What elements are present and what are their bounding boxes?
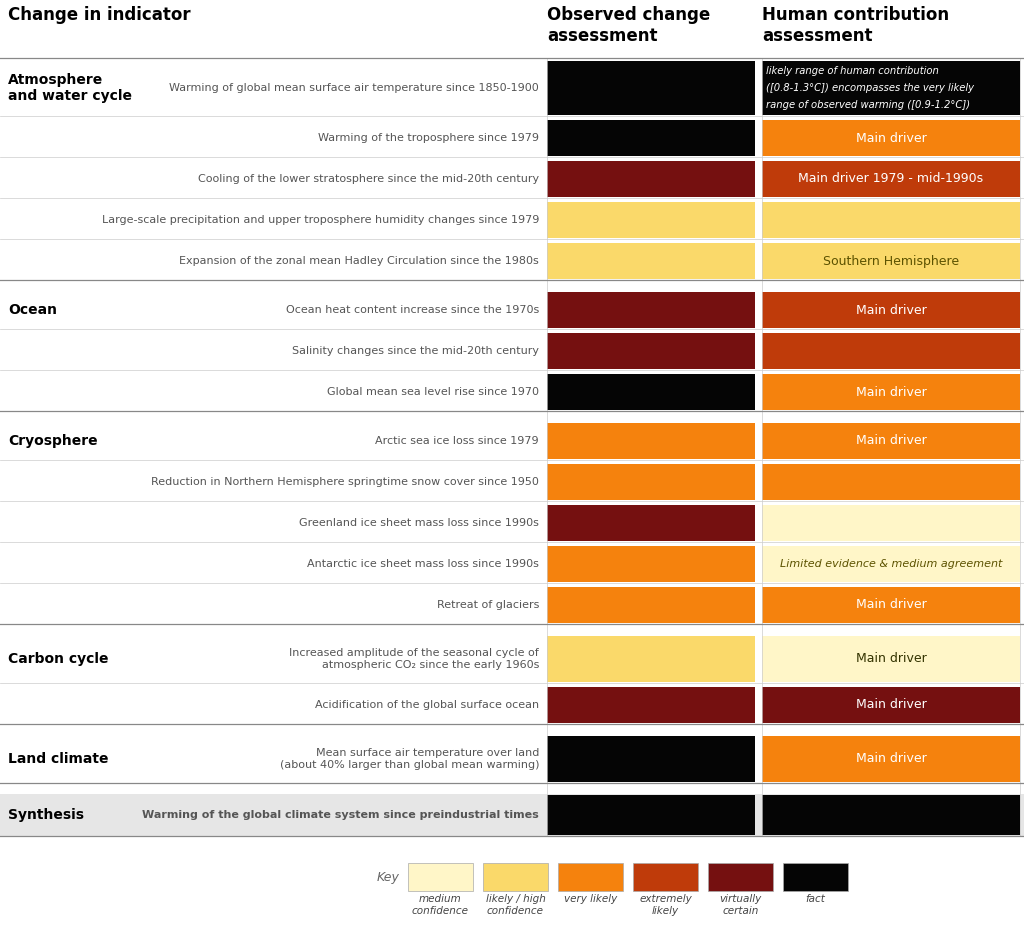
Bar <box>762 423 1020 459</box>
Text: Ocean: Ocean <box>8 303 57 317</box>
Bar <box>762 120 1020 156</box>
Bar <box>483 863 548 891</box>
Text: Synthesis: Synthesis <box>8 808 84 822</box>
Text: extremely
likely: extremely likely <box>639 894 692 915</box>
Bar <box>547 687 755 723</box>
Text: Main driver: Main driver <box>856 131 927 144</box>
Text: Antarctic ice sheet mass loss since 1990s: Antarctic ice sheet mass loss since 1990… <box>307 559 539 569</box>
Bar <box>547 795 755 835</box>
Bar <box>547 636 755 682</box>
Bar <box>762 61 1020 115</box>
Bar <box>0 794 1024 836</box>
Text: Acidification of the global surface ocean: Acidification of the global surface ocea… <box>314 700 539 710</box>
Bar <box>547 587 755 623</box>
Text: Main driver: Main driver <box>856 752 927 765</box>
Text: Cooling of the lower stratosphere since the mid-20th century: Cooling of the lower stratosphere since … <box>198 174 539 184</box>
Bar <box>762 333 1020 369</box>
Text: Cryosphere: Cryosphere <box>8 434 97 448</box>
Text: Atmosphere
and water cycle: Atmosphere and water cycle <box>8 73 132 103</box>
Bar <box>708 863 773 891</box>
Bar <box>547 333 755 369</box>
Text: likely / high
confidence: likely / high confidence <box>485 894 546 915</box>
Text: Arctic sea ice loss since 1979: Arctic sea ice loss since 1979 <box>376 436 539 446</box>
Bar <box>633 863 698 891</box>
Bar <box>762 161 1020 197</box>
Text: Limited evidence & medium agreement: Limited evidence & medium agreement <box>780 559 1002 569</box>
Bar <box>547 423 755 459</box>
Text: Main driver: Main driver <box>856 435 927 448</box>
Text: Main driver: Main driver <box>856 599 927 612</box>
Bar <box>547 546 755 582</box>
Bar <box>408 863 473 891</box>
Text: Key: Key <box>377 870 400 884</box>
Bar <box>762 795 1020 835</box>
Bar <box>783 863 848 891</box>
Bar <box>762 505 1020 541</box>
Bar <box>762 202 1020 238</box>
Text: Increased amplitude of the seasonal cycle of
atmospheric CO₂ since the early 196: Increased amplitude of the seasonal cycl… <box>289 648 539 669</box>
Text: Human contribution
assessment: Human contribution assessment <box>762 6 949 45</box>
Bar <box>762 292 1020 328</box>
Text: Change in indicator: Change in indicator <box>8 6 190 24</box>
Bar <box>547 243 755 279</box>
Text: Carbon cycle: Carbon cycle <box>8 652 109 666</box>
Text: Main driver: Main driver <box>856 385 927 398</box>
Text: Southern Hemisphere: Southern Hemisphere <box>823 254 959 267</box>
Text: Main driver: Main driver <box>856 698 927 711</box>
Bar <box>547 736 755 782</box>
Bar <box>547 202 755 238</box>
Text: Warming of the global climate system since preindustrial times: Warming of the global climate system sin… <box>142 810 539 820</box>
Text: very likely: very likely <box>564 894 617 904</box>
Text: Warming of the troposphere since 1979: Warming of the troposphere since 1979 <box>318 133 539 143</box>
Text: Observed change
assessment: Observed change assessment <box>547 6 711 45</box>
Bar <box>762 587 1020 623</box>
Bar <box>762 736 1020 782</box>
Text: Warming of global mean surface air temperature since 1850-1900: Warming of global mean surface air tempe… <box>169 83 539 93</box>
Text: Large-scale precipitation and upper troposphere humidity changes since 1979: Large-scale precipitation and upper trop… <box>101 215 539 225</box>
Bar <box>547 120 755 156</box>
Text: Mean surface air temperature over land
(about 40% larger than global mean warmin: Mean surface air temperature over land (… <box>280 749 539 770</box>
Bar <box>762 687 1020 723</box>
Text: Main driver: Main driver <box>856 304 927 317</box>
Text: Salinity changes since the mid-20th century: Salinity changes since the mid-20th cent… <box>292 346 539 356</box>
Bar <box>762 636 1020 682</box>
Bar <box>558 863 623 891</box>
Text: Ocean heat content increase since the 1970s: Ocean heat content increase since the 19… <box>286 305 539 315</box>
Text: ([0.8-1.3°C]) encompasses the very likely: ([0.8-1.3°C]) encompasses the very likel… <box>766 83 974 93</box>
Text: virtually
certain: virtually certain <box>720 894 762 915</box>
Bar <box>547 374 755 410</box>
Text: medium
confidence: medium confidence <box>412 894 469 915</box>
Text: Main driver: Main driver <box>856 653 927 666</box>
Text: likely range of human contribution: likely range of human contribution <box>766 66 939 76</box>
Bar <box>547 161 755 197</box>
Bar <box>762 243 1020 279</box>
Text: Main driver 1979 - mid-1990s: Main driver 1979 - mid-1990s <box>799 172 984 185</box>
Bar <box>547 292 755 328</box>
Text: Global mean sea level rise since 1970: Global mean sea level rise since 1970 <box>327 387 539 397</box>
Bar <box>547 505 755 541</box>
Text: Land climate: Land climate <box>8 752 109 766</box>
Bar <box>762 546 1020 582</box>
Text: Greenland ice sheet mass loss since 1990s: Greenland ice sheet mass loss since 1990… <box>299 518 539 528</box>
Text: range of observed warming ([0.9-1.2°C]): range of observed warming ([0.9-1.2°C]) <box>766 100 970 110</box>
Bar <box>547 61 755 115</box>
Bar <box>547 464 755 500</box>
Bar <box>762 464 1020 500</box>
Text: Retreat of glaciers: Retreat of glaciers <box>436 600 539 610</box>
Text: Expansion of the zonal mean Hadley Circulation since the 1980s: Expansion of the zonal mean Hadley Circu… <box>179 256 539 266</box>
Text: Reduction in Northern Hemisphere springtime snow cover since 1950: Reduction in Northern Hemisphere springt… <box>152 477 539 487</box>
Text: fact: fact <box>806 894 825 904</box>
Bar <box>762 374 1020 410</box>
